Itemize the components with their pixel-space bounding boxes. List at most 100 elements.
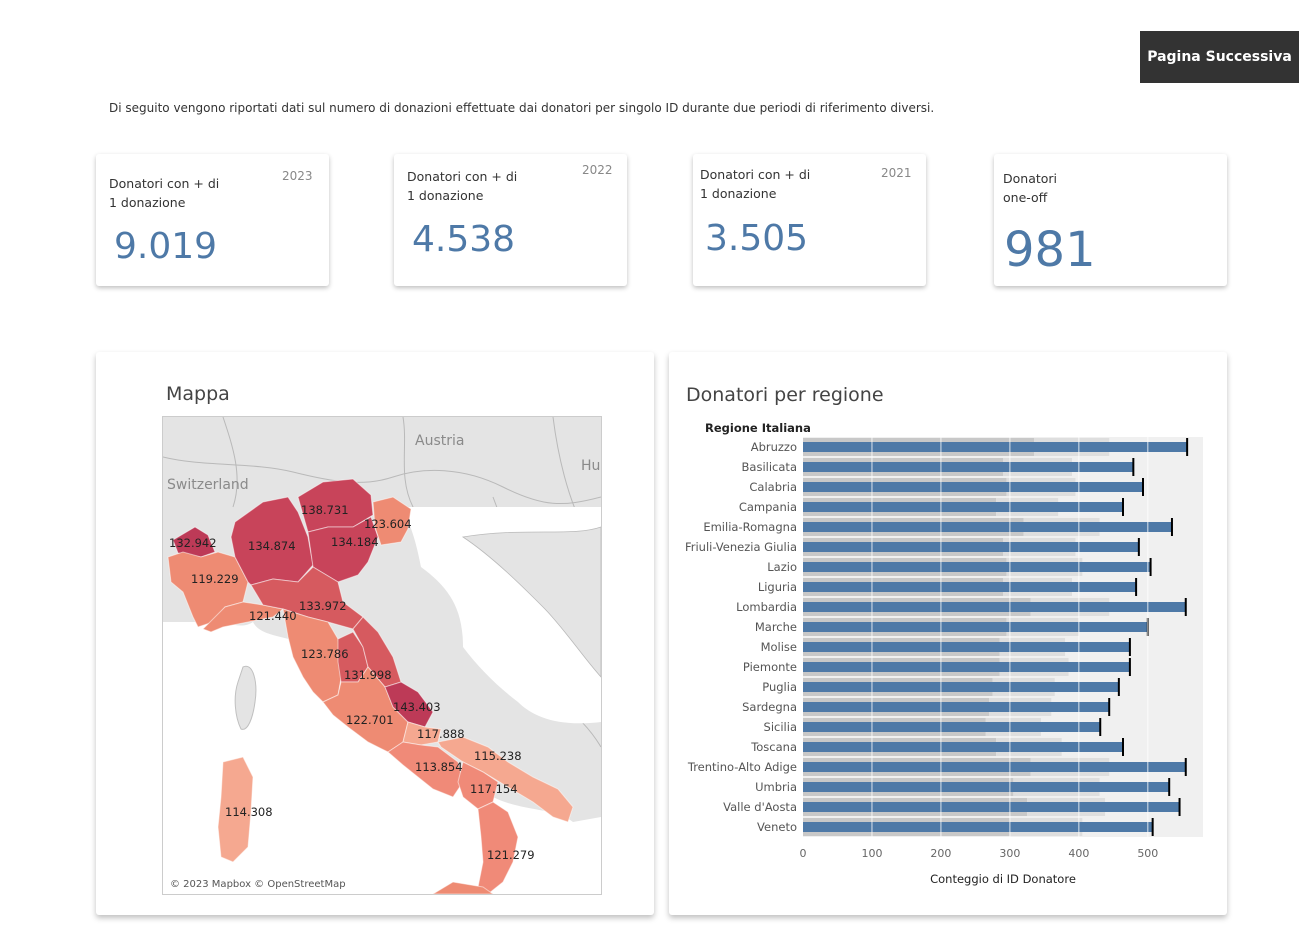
bar-chart-title: Donatori per regione bbox=[686, 384, 884, 406]
region-value: 133.972 bbox=[299, 599, 347, 613]
category-label: Valle d'Aosta bbox=[723, 800, 797, 814]
category-label: Lombardia bbox=[736, 600, 797, 614]
bar bbox=[803, 702, 1110, 712]
map-credit: © 2023 Mapbox © OpenStreetMap bbox=[170, 879, 346, 890]
region-sicilia[interactable] bbox=[432, 881, 494, 894]
bar-chart: Regione Italiana Abruzzo Basilicata Calabri… bbox=[685, 421, 1203, 886]
region-value: 119.229 bbox=[191, 572, 239, 586]
next-page-button[interactable]: Pagina Successiva bbox=[1140, 31, 1299, 83]
tick-label: 400 bbox=[1068, 847, 1089, 860]
bar bbox=[803, 822, 1153, 832]
region-friuli[interactable] bbox=[372, 496, 412, 546]
bar bbox=[803, 782, 1170, 792]
region-value: 134.184 bbox=[331, 535, 379, 549]
region-value: 131.998 bbox=[344, 668, 392, 682]
category-label: Umbria bbox=[755, 780, 797, 794]
category-label: Molise bbox=[761, 640, 797, 654]
category-label: Liguria bbox=[758, 580, 797, 594]
kpi-value: 4.538 bbox=[412, 219, 516, 260]
bar bbox=[803, 522, 1172, 532]
kpi-card-2022: Donatori con + di 1 donazione 2022 4.538 bbox=[394, 154, 627, 286]
bar bbox=[803, 482, 1143, 492]
region-value: 121.279 bbox=[487, 848, 535, 862]
bar bbox=[803, 742, 1123, 752]
region-abruzzo[interactable] bbox=[384, 681, 434, 728]
category-label: Sardegna bbox=[742, 700, 797, 714]
category-label: Veneto bbox=[757, 820, 797, 834]
region-value: 134.874 bbox=[248, 539, 296, 553]
bar bbox=[803, 802, 1180, 812]
balkan-land bbox=[461, 526, 601, 678]
region-value: 115.238 bbox=[474, 749, 522, 763]
category-label: Sicilia bbox=[764, 720, 797, 734]
region-value: 123.604 bbox=[364, 517, 412, 531]
region-map[interactable]: Austria Switzerland Hu 138.731 123.604 1… bbox=[162, 416, 602, 895]
tick-label: 500 bbox=[1137, 847, 1158, 860]
category-label: Toscana bbox=[750, 740, 797, 754]
region-value-labels: 138.731 123.604 132.942 134.874 134.184 … bbox=[169, 503, 535, 862]
region-calabria[interactable] bbox=[477, 801, 519, 894]
region-sardegna[interactable] bbox=[217, 756, 254, 863]
category-label: Emilia-Romagna bbox=[703, 520, 797, 534]
category-label: Abruzzo bbox=[751, 440, 797, 454]
country-label-switzerland: Switzerland bbox=[167, 477, 249, 493]
map-svg: Austria Switzerland Hu 138.731 123.604 1… bbox=[163, 417, 601, 894]
intro-text: Di seguito vengono riportati dati sul nu… bbox=[109, 101, 935, 115]
kpi-label: Donatori con + di 1 donazione bbox=[407, 169, 518, 203]
country-label-hungary: Hu bbox=[581, 458, 600, 474]
bar bbox=[803, 582, 1137, 592]
category-label: Trentino-Alto Adige bbox=[687, 760, 797, 774]
region-value: 117.888 bbox=[417, 727, 465, 741]
category-label: Marche bbox=[755, 620, 797, 634]
region-value: 113.854 bbox=[415, 760, 463, 774]
region-value: 123.786 bbox=[301, 647, 349, 661]
kpi-card-one-off: Donatori one-off 981 bbox=[994, 154, 1227, 286]
region-valle-daosta[interactable] bbox=[172, 526, 216, 558]
bar bbox=[803, 642, 1130, 652]
category-label: Piemonte bbox=[743, 660, 797, 674]
kpi-label: Donatori con + di 1 donazione bbox=[109, 176, 220, 210]
tick-label: 100 bbox=[861, 847, 882, 860]
category-label: Campania bbox=[739, 500, 797, 514]
category-label: Friuli-Venezia Giulia bbox=[685, 540, 797, 554]
region-value: 132.942 bbox=[169, 536, 217, 550]
category-label: Basilicata bbox=[742, 460, 797, 474]
kpi-card-2021: Donatori con + di 1 donazione 2021 3.505 bbox=[693, 154, 926, 286]
bar bbox=[803, 502, 1123, 512]
kpi-year: 2021 bbox=[881, 166, 912, 180]
category-label: Calabria bbox=[749, 480, 797, 494]
bar bbox=[803, 442, 1188, 452]
kpi-year: 2023 bbox=[282, 169, 313, 183]
kpi-value: 981 bbox=[1004, 222, 1096, 278]
kpi-label: Donatori con + di 1 donazione bbox=[700, 167, 811, 201]
bar bbox=[803, 722, 1101, 732]
region-value: 138.731 bbox=[301, 503, 349, 517]
region-value: 117.154 bbox=[470, 782, 518, 796]
bar bbox=[803, 562, 1151, 572]
kpi-card-2023: Donatori con + di 1 donazione 2023 9.019 bbox=[96, 154, 329, 286]
region-value: 114.308 bbox=[225, 805, 273, 819]
corsica bbox=[234, 665, 257, 730]
row-header: Regione Italiana bbox=[705, 421, 811, 435]
bar bbox=[803, 602, 1186, 612]
region-value: 122.701 bbox=[346, 713, 394, 727]
kpi-year: 2022 bbox=[582, 163, 613, 177]
country-label-austria: Austria bbox=[415, 433, 464, 449]
bar bbox=[803, 662, 1130, 672]
tick-label: 0 bbox=[800, 847, 807, 860]
plot-background bbox=[803, 437, 1203, 837]
kpi-value: 3.505 bbox=[705, 218, 809, 259]
bar bbox=[803, 542, 1139, 552]
category-label: Lazio bbox=[767, 560, 797, 574]
region-liguria[interactable] bbox=[202, 601, 285, 633]
kpi-value: 9.019 bbox=[114, 226, 218, 267]
bar bbox=[803, 622, 1148, 632]
bar bbox=[803, 762, 1186, 772]
x-axis-label: Conteggio di ID Donatore bbox=[930, 872, 1076, 886]
tick-label: 300 bbox=[999, 847, 1020, 860]
region-value: 143.403 bbox=[393, 700, 441, 714]
category-label: Puglia bbox=[762, 680, 797, 694]
map-title: Mappa bbox=[166, 383, 230, 405]
bar bbox=[803, 682, 1119, 692]
kpi-label: Donatori one-off bbox=[1003, 171, 1058, 205]
